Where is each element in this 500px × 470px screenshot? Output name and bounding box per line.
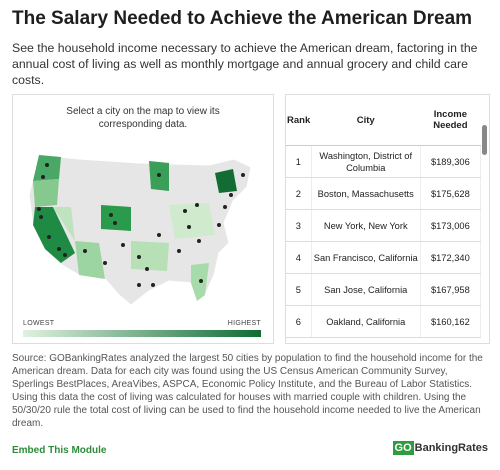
legend-high: HIGHEST [227,320,261,327]
table-row[interactable]: 3 New York, New York $173,006 [286,209,482,242]
column-header: City [311,95,421,146]
table-cell: $167,958 [420,273,482,306]
table-cell: 3 [286,209,312,242]
table-cell: San Jose, California [311,273,421,306]
scrollbar[interactable] [482,125,487,155]
table-cell: 2 [286,177,312,210]
table-cell: $189,306 [420,145,482,178]
table-cell: New York, New York [311,209,421,242]
state [75,241,105,279]
state [131,241,169,271]
header-row: Rank City Income Needed [286,95,481,146]
table-cell: $172,340 [420,241,482,274]
title: The Salary Needed to Achieve the America… [12,8,473,29]
table-cell: 5 [286,273,312,306]
logo[interactable]: GO BankingRates [392,441,488,455]
table-row[interactable]: 5 San Jose, California $167,958 [286,273,482,306]
table-row[interactable]: 2 Boston, Massachusetts $175,628 [286,177,482,210]
logo-prefix: GO [392,441,414,455]
column-header: Rank [286,95,312,146]
map-instruction: Select a city on the map to view its cor… [66,106,220,130]
table-cell: Washington, District of Columbia [311,145,421,178]
column-header: Income Needed [420,95,481,146]
table: Rank City Income Needed 1 Washington, Distr… [286,95,482,338]
state [33,207,75,263]
table-cell: 1 [286,145,312,178]
table-panel: Rank City Income Needed 1 Washington, Distr… [285,94,490,344]
table-cell: $173,006 [420,209,482,242]
table-cell: 6 [286,305,312,338]
state [169,203,215,239]
table-row[interactable]: 6 Oakland, California $160,162 [286,305,482,338]
source-note: Source: GOBankingRates analyzed the larg… [12,353,483,429]
us-map[interactable] [19,145,269,315]
state [215,169,237,193]
logo-name: BankingRates [414,442,488,454]
table-cell: Boston, Massachusetts [311,177,421,210]
state [33,179,59,207]
table-cell: San Francisco, California [311,241,421,274]
table-cell: $175,628 [420,177,482,210]
state [53,207,75,241]
state [101,205,131,231]
table-cell: 4 [286,241,312,274]
state [33,155,61,181]
city-dots [37,163,245,287]
table-row[interactable]: 4 San Francisco, California $172,340 [286,241,482,274]
embed-link[interactable]: Embed This Module [12,445,107,456]
legend-low: LOWEST [23,320,55,327]
subtitle: See the household income necessary to ac… [12,41,478,87]
table-row[interactable]: 1 Washington, District of Columbia $189,30… [286,145,482,178]
map-panel: Select a city on the map to view its cor… [12,94,274,344]
table-cell: $160,162 [420,305,482,338]
table-cell: Oakland, California [311,305,421,338]
legend-gradient [23,330,261,337]
